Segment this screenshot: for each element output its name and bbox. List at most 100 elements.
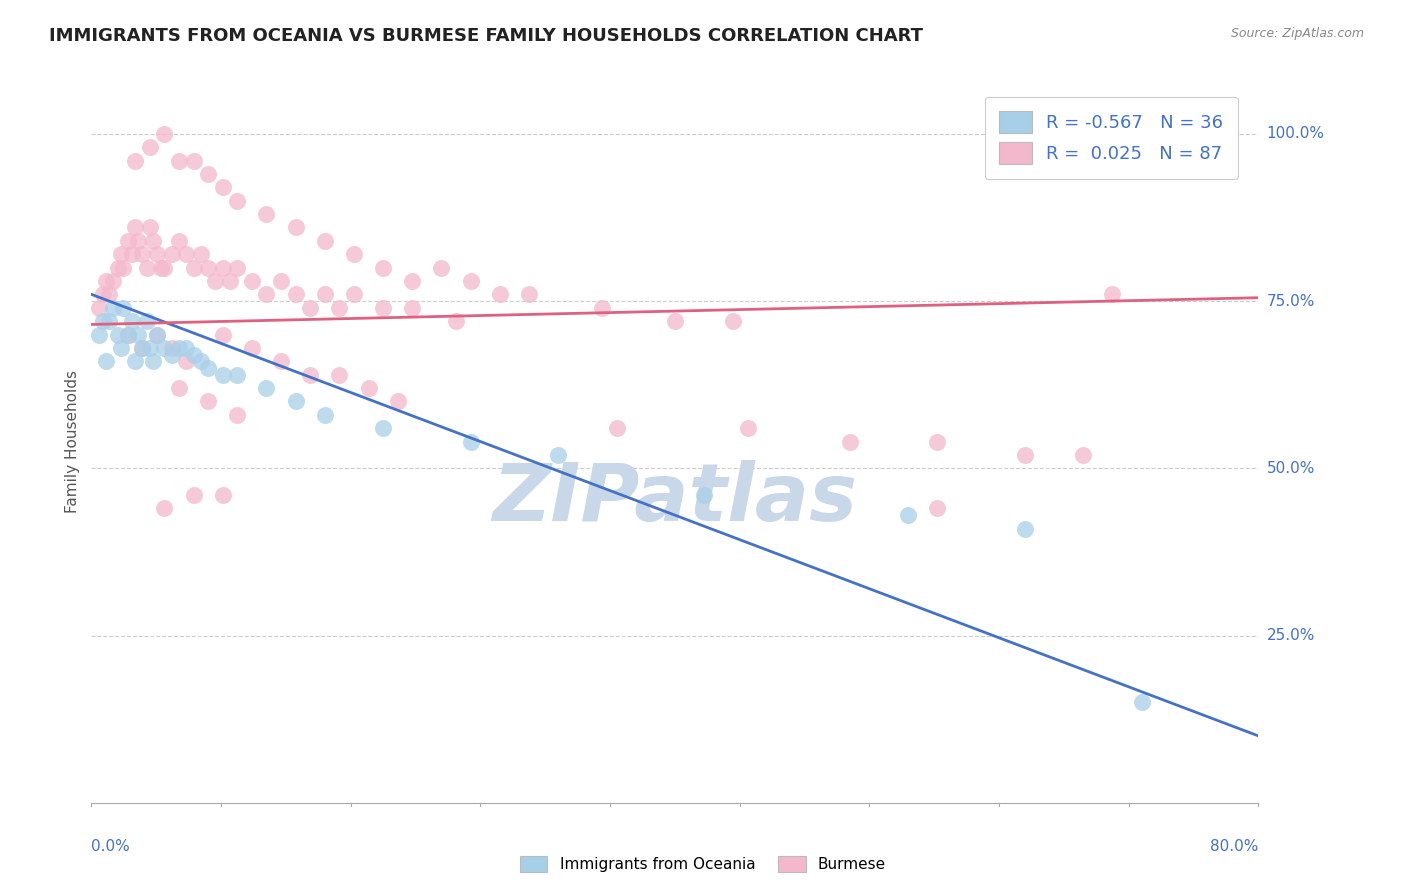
Point	[183, 488, 205, 502]
Point	[737, 421, 759, 435]
Point	[174, 341, 197, 355]
Point	[87, 301, 110, 315]
Point	[371, 301, 394, 315]
Point	[270, 354, 292, 368]
Point	[927, 501, 949, 516]
Point	[197, 167, 219, 181]
Point	[1014, 448, 1036, 462]
Point	[328, 368, 350, 382]
Point	[211, 180, 233, 194]
Point	[87, 327, 110, 342]
Point	[444, 314, 467, 328]
Point	[160, 247, 183, 261]
Point	[110, 341, 132, 355]
Point	[150, 260, 173, 275]
Point	[299, 368, 322, 382]
Text: 100.0%: 100.0%	[1267, 127, 1324, 141]
Point	[183, 153, 205, 168]
Point	[103, 301, 125, 315]
Point	[117, 327, 139, 342]
Point	[314, 287, 336, 301]
Point	[121, 314, 143, 328]
Point	[226, 368, 249, 382]
Point	[124, 354, 146, 368]
Point	[135, 260, 157, 275]
Point	[1130, 696, 1153, 710]
Point	[174, 354, 197, 368]
Point	[183, 348, 205, 362]
Point	[197, 260, 219, 275]
Point	[211, 327, 233, 342]
Point	[167, 153, 190, 168]
Point	[328, 301, 350, 315]
Point	[1014, 521, 1036, 535]
Point	[460, 274, 482, 288]
Point	[211, 488, 233, 502]
Text: 0.0%: 0.0%	[91, 838, 131, 854]
Point	[131, 247, 153, 261]
Point	[371, 421, 394, 435]
Point	[254, 207, 277, 221]
Point	[401, 274, 423, 288]
Point	[138, 341, 162, 355]
Point	[124, 153, 146, 168]
Point	[927, 434, 949, 449]
Point	[371, 260, 394, 275]
Point	[387, 394, 409, 409]
Point	[299, 301, 322, 315]
Y-axis label: Family Households: Family Households	[65, 370, 80, 513]
Point	[167, 381, 190, 395]
Point	[591, 301, 613, 315]
Point	[284, 394, 307, 409]
Point	[160, 348, 183, 362]
Point	[97, 287, 120, 301]
Point	[190, 354, 212, 368]
Text: 75.0%: 75.0%	[1267, 293, 1315, 309]
Point	[146, 327, 169, 342]
Point	[94, 354, 117, 368]
Point	[1101, 287, 1123, 301]
Point	[489, 287, 512, 301]
Point	[117, 327, 139, 342]
Point	[1073, 448, 1095, 462]
Point	[240, 274, 263, 288]
Point	[124, 220, 146, 235]
Point	[94, 274, 117, 288]
Point	[357, 381, 380, 395]
Point	[153, 341, 176, 355]
Point	[183, 260, 205, 275]
Point	[174, 247, 197, 261]
Point	[517, 287, 540, 301]
Point	[430, 260, 453, 275]
Point	[838, 434, 860, 449]
Point	[343, 287, 366, 301]
Point	[121, 247, 143, 261]
Point	[226, 260, 249, 275]
Point	[110, 247, 132, 261]
Point	[270, 274, 292, 288]
Point	[547, 448, 569, 462]
Point	[897, 508, 920, 523]
Text: 50.0%: 50.0%	[1267, 461, 1315, 475]
Point	[605, 421, 627, 435]
Point	[401, 301, 423, 315]
Point	[142, 234, 165, 248]
Text: IMMIGRANTS FROM OCEANIA VS BURMESE FAMILY HOUSEHOLDS CORRELATION CHART: IMMIGRANTS FROM OCEANIA VS BURMESE FAMIL…	[49, 27, 924, 45]
Point	[314, 408, 336, 422]
Text: 80.0%: 80.0%	[1211, 838, 1258, 854]
Text: Source: ZipAtlas.com: Source: ZipAtlas.com	[1230, 27, 1364, 40]
Point	[693, 488, 716, 502]
Point	[91, 314, 114, 328]
Point	[190, 247, 212, 261]
Point	[117, 234, 139, 248]
Point	[138, 220, 162, 235]
Point	[460, 434, 482, 449]
Point	[219, 274, 242, 288]
Point	[131, 341, 153, 355]
Point	[167, 341, 190, 355]
Text: ZIPatlas: ZIPatlas	[492, 460, 858, 539]
Point	[240, 341, 263, 355]
Point	[135, 314, 157, 328]
Point	[197, 394, 219, 409]
Point	[314, 234, 336, 248]
